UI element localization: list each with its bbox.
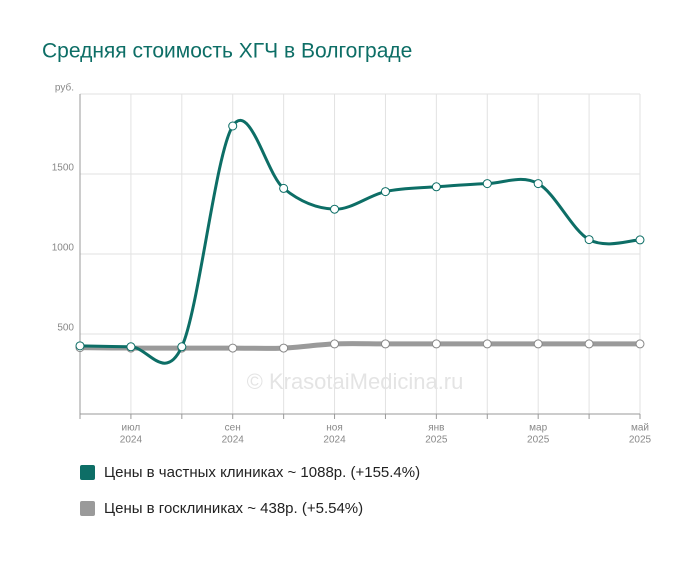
series-line — [79, 341, 640, 351]
point-marker — [279, 183, 289, 193]
point-marker — [584, 339, 594, 349]
point-marker — [126, 342, 136, 352]
point-marker — [635, 339, 645, 349]
point-marker — [228, 121, 238, 131]
point-marker — [482, 179, 492, 189]
watermark: © KrasotaiMedicina.ru — [247, 369, 464, 394]
x-tick-label: июл — [122, 423, 141, 434]
series-line — [79, 118, 641, 365]
y-tick-label: руб. — [55, 82, 74, 94]
point-marker — [279, 343, 289, 353]
point-marker — [431, 182, 441, 192]
point-marker — [482, 339, 492, 349]
point-marker — [635, 235, 645, 245]
point-marker — [228, 343, 238, 353]
x-tick-label: янв — [428, 423, 444, 434]
point-marker — [431, 339, 441, 349]
point-marker — [533, 179, 543, 189]
x-tick-year: 2024 — [120, 435, 143, 446]
point-marker — [330, 339, 340, 349]
chart-title: Средняя стоимость ХГЧ в Волгограде — [42, 40, 412, 63]
x-tick-year: 2025 — [527, 435, 550, 446]
point-marker — [380, 187, 390, 197]
x-tick-label: май — [631, 423, 649, 434]
y-tick-label: 500 — [57, 323, 74, 334]
point-marker — [380, 339, 390, 349]
point-marker — [330, 204, 340, 214]
point-marker — [75, 341, 85, 351]
legend-swatch — [80, 465, 95, 480]
point-marker — [533, 339, 543, 349]
legend-label: Цены в госклиниках ~ 438р. (+5.54%) — [104, 500, 363, 517]
x-tick-year: 2024 — [222, 435, 245, 446]
x-tick-year: 2025 — [629, 435, 652, 446]
y-tick-label: 1500 — [52, 163, 75, 174]
y-tick-label: 1000 — [52, 243, 75, 254]
x-tick-label: ноя — [326, 423, 343, 434]
x-tick-label: мар — [529, 423, 547, 434]
legend-label: Цены в частных клиниках ~ 1088р. (+155.4… — [104, 464, 420, 481]
point-marker — [584, 235, 594, 245]
x-tick-year: 2025 — [425, 435, 448, 446]
point-marker — [177, 342, 187, 352]
legend-swatch — [80, 501, 95, 516]
x-tick-label: сен — [225, 423, 241, 434]
x-tick-year: 2024 — [323, 435, 346, 446]
